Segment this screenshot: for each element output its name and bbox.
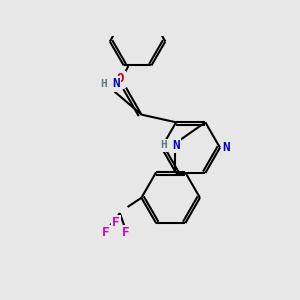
Text: O: O [117, 72, 124, 85]
Text: H: H [100, 79, 107, 89]
Text: H: H [160, 140, 167, 150]
Text: N: N [172, 139, 180, 152]
Text: N: N [222, 141, 230, 154]
Text: F: F [112, 216, 120, 229]
Text: F: F [102, 226, 110, 239]
Text: N: N [112, 77, 120, 90]
Text: F: F [122, 226, 130, 239]
